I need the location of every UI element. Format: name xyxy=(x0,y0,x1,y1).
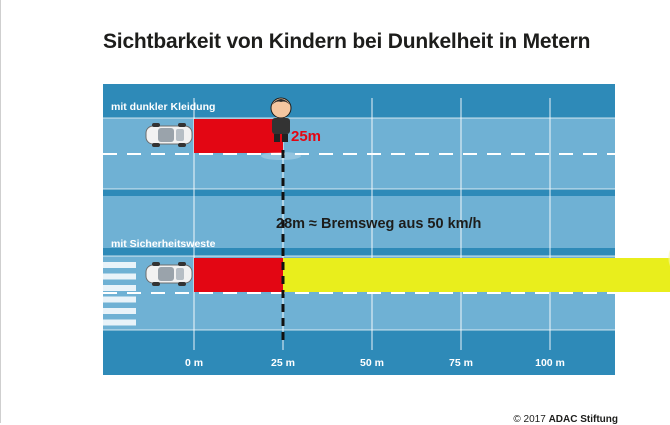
crosswalk-stripe xyxy=(103,273,136,280)
crosswalk-stripe xyxy=(103,262,136,268)
x-tick-label: 100 m xyxy=(535,357,565,369)
chart-title: Sichtbarkeit von Kindern bei Dunkelheit … xyxy=(103,30,591,53)
series-label-safety-vest: mit Sicherheitsweste xyxy=(111,238,216,250)
crosswalk-stripe xyxy=(103,296,136,303)
road-median xyxy=(103,196,615,248)
credit: © 2017 ADAC Stiftung xyxy=(513,414,618,425)
crosswalk-stripe xyxy=(103,319,136,326)
car-icon xyxy=(145,262,193,286)
x-tick-label: 50 m xyxy=(360,357,384,369)
x-tick-label: 0 m xyxy=(185,357,203,369)
reference-line-label: 28m ≈ Bremsweg aus 50 km/h xyxy=(276,216,481,232)
x-tick-label: 125 m xyxy=(624,357,654,369)
series-label-dark-clothing: mit dunkler Kleidung xyxy=(111,101,215,113)
car-icon xyxy=(145,123,193,147)
bar-safety-vest-near-segment xyxy=(194,258,283,292)
x-tick-label: 75 m xyxy=(449,357,473,369)
frame-border xyxy=(0,0,1,423)
crosswalk-stripe xyxy=(103,308,136,314)
lane-markings xyxy=(103,117,615,331)
bar-dark-clothing xyxy=(194,119,283,153)
crosswalk xyxy=(103,262,136,326)
value-label-dark-clothing: 25m xyxy=(291,128,321,145)
crosswalk-stripe xyxy=(103,285,136,291)
x-tick-label: 25 m xyxy=(271,357,295,369)
child-dark-clothing-icon xyxy=(261,97,301,160)
